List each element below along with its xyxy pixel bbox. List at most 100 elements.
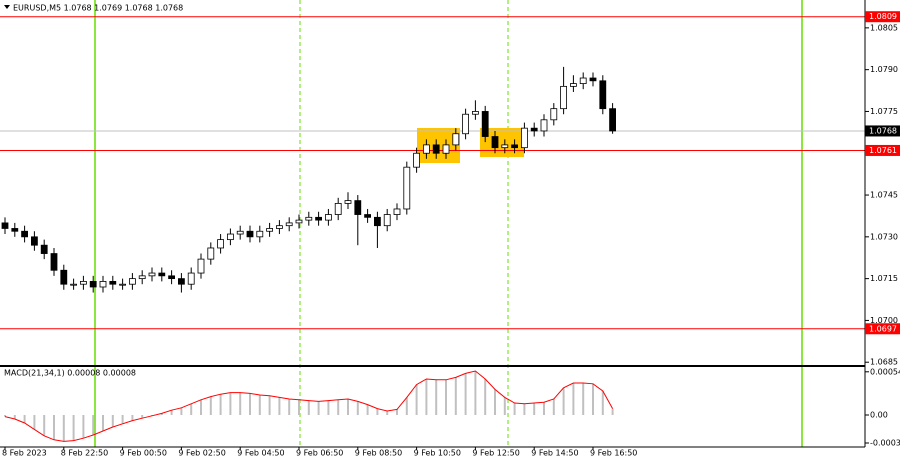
y-tick-label: 0.00054 [870,367,900,376]
x-tick-label: 9 Feb 10:50 [414,449,461,458]
chart-title: EURUSD,M5 1.0768 1.0769 1.0768 1.0768 [13,4,183,13]
y-tick-label: 0.00 [870,411,888,420]
y-tick-label: 1.0685 [870,358,898,367]
candle-body [11,228,19,232]
indicator-label: MACD(21,34,1) 0.00008 0.00008 [4,369,136,378]
candle-body [1,222,9,229]
candle-body [422,144,430,154]
candle-body [530,127,538,132]
candle-body [471,111,479,115]
candle-body [511,144,519,149]
candle-body [60,269,68,285]
y-tick-label: 1.0805 [870,23,898,32]
candle-body [138,275,146,280]
y-tick-label: 1.0730 [870,232,898,241]
x-tick-label: 9 Feb 14:50 [531,449,578,458]
menu-arrow [4,5,10,9]
candle-body [207,247,215,260]
candle-body [560,85,567,110]
candle-body [589,77,597,82]
candle-body [324,214,332,221]
candle-body [285,222,293,227]
candle-body [177,278,185,285]
candle-body [40,244,48,254]
x-tick-label: 9 Feb 02:50 [178,449,225,458]
candle-body [501,144,509,149]
level-label-bg [865,323,900,335]
level-label: 1.0761 [869,146,897,155]
candle-body [383,214,391,227]
candle-body [481,111,489,137]
y-tick-label: 1.0790 [870,65,898,74]
candle-body [70,283,77,286]
candle-body [452,133,460,146]
candle-body [89,281,97,288]
y-tick-label: -0.00035 [870,439,900,448]
last-price-label: 1.0768 [869,126,897,135]
candle-body [442,144,450,154]
x-tick-label: 9 Feb 16:50 [590,449,637,458]
candle-body [50,253,58,271]
y-tick-label: 1.0700 [870,316,898,325]
x-tick-label: 8 Feb 2023 [2,449,47,458]
x-tick-label: 9 Feb 12:50 [472,449,519,458]
candle-body [413,152,421,168]
level-label: 1.0697 [869,324,897,333]
candle-body [226,233,234,241]
candle-body [354,200,362,215]
y-tick-label: 1.0745 [870,191,898,200]
signal-line [4,370,614,442]
level-label: 1.0809 [869,12,897,21]
candle-body [187,272,195,285]
candle-body [540,119,548,132]
candle-body [21,230,29,238]
level-label-bg [865,11,900,23]
candle-body [236,230,244,235]
candle-body [364,214,372,218]
candle-body [462,113,470,135]
x-tick-label: 9 Feb 00:50 [120,449,167,458]
candle-body [373,216,381,227]
candle-body [158,272,166,277]
candle-body [99,281,107,288]
candle-body [403,166,411,210]
candle-body [109,281,117,285]
last-price-bg [865,125,900,137]
candle-body [197,258,205,274]
candle-body [599,80,607,110]
candle-body [521,127,528,149]
x-tick-label: 9 Feb 06:50 [296,449,343,458]
plot [0,16,865,442]
candle-body [30,236,38,246]
level-label-bg [865,144,900,156]
y-tick-label: 1.0715 [870,274,898,283]
candle-body [80,281,87,285]
candle-body [119,283,126,286]
candle-body [295,219,303,224]
candle-body [148,272,156,277]
candle-body [491,136,499,149]
x-tick-label: 9 Feb 08:50 [355,449,402,458]
x-tick-label: 9 Feb 04:50 [237,449,284,458]
y-tick-label: 1.0775 [870,107,898,116]
candle-body [344,200,352,204]
candle-body [315,216,323,221]
x-tick-label: 8 Feb 22:50 [61,449,108,458]
candle-body [579,77,587,84]
candle-body [393,208,401,215]
candle-body [334,202,342,215]
candle-body [256,230,264,238]
candle-body [275,225,283,229]
candle-body [217,239,225,249]
candle-body [168,275,176,280]
candle-body [246,230,254,238]
candle-body [266,228,274,232]
candle-body [609,108,616,132]
candle-body [550,108,558,121]
candle-body [128,278,136,285]
candle-body [570,83,577,87]
candle-body [305,216,313,221]
candle-body [432,144,440,154]
